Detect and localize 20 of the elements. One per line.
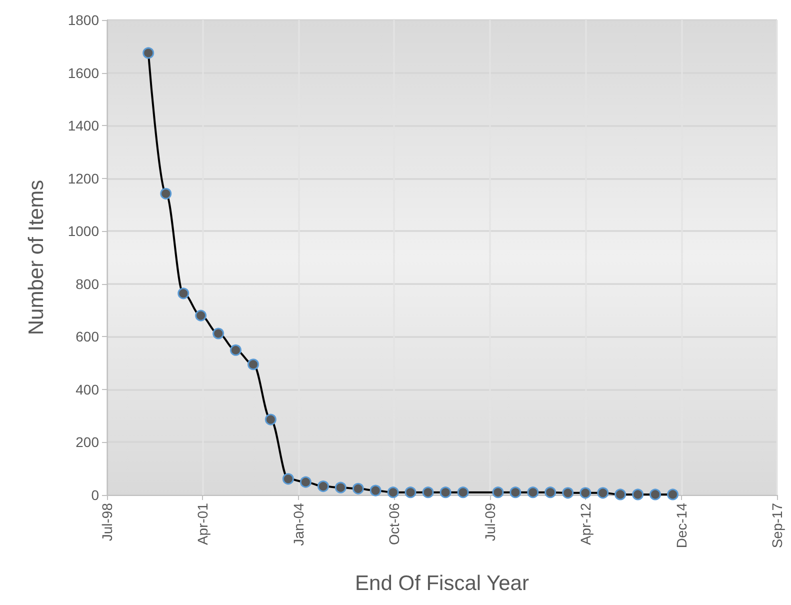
x-axis-title: End Of Fiscal Year [355,572,529,595]
y-tick-label: 400 [76,381,100,398]
y-tick-label: 800 [76,276,100,292]
x-tick-label: Apr-12 [578,502,594,546]
y-axis-title: Number of Items [25,180,48,336]
y-tick-label: 1800 [68,12,100,28]
y-tick-label: 1200 [68,170,100,186]
x-tick-label: Jan-04 [290,502,306,546]
x-tick-label: Sep-17 [769,502,785,548]
x-tick-label: Jul-98 [99,502,115,542]
y-tick-label: 1400 [68,118,100,134]
x-tick-label: Oct-06 [386,502,402,546]
x-tick-label: Jul-09 [482,502,498,542]
x-tick-label: Dec-14 [673,502,690,548]
y-tick-label: 1000 [68,223,100,240]
x-tick-label: Apr-01 [194,502,211,546]
y-tick-label: 600 [76,328,100,345]
y-tick-label: 1600 [68,64,100,81]
y-tick-label: 200 [76,434,100,450]
y-tick-label: 0 [91,487,100,503]
